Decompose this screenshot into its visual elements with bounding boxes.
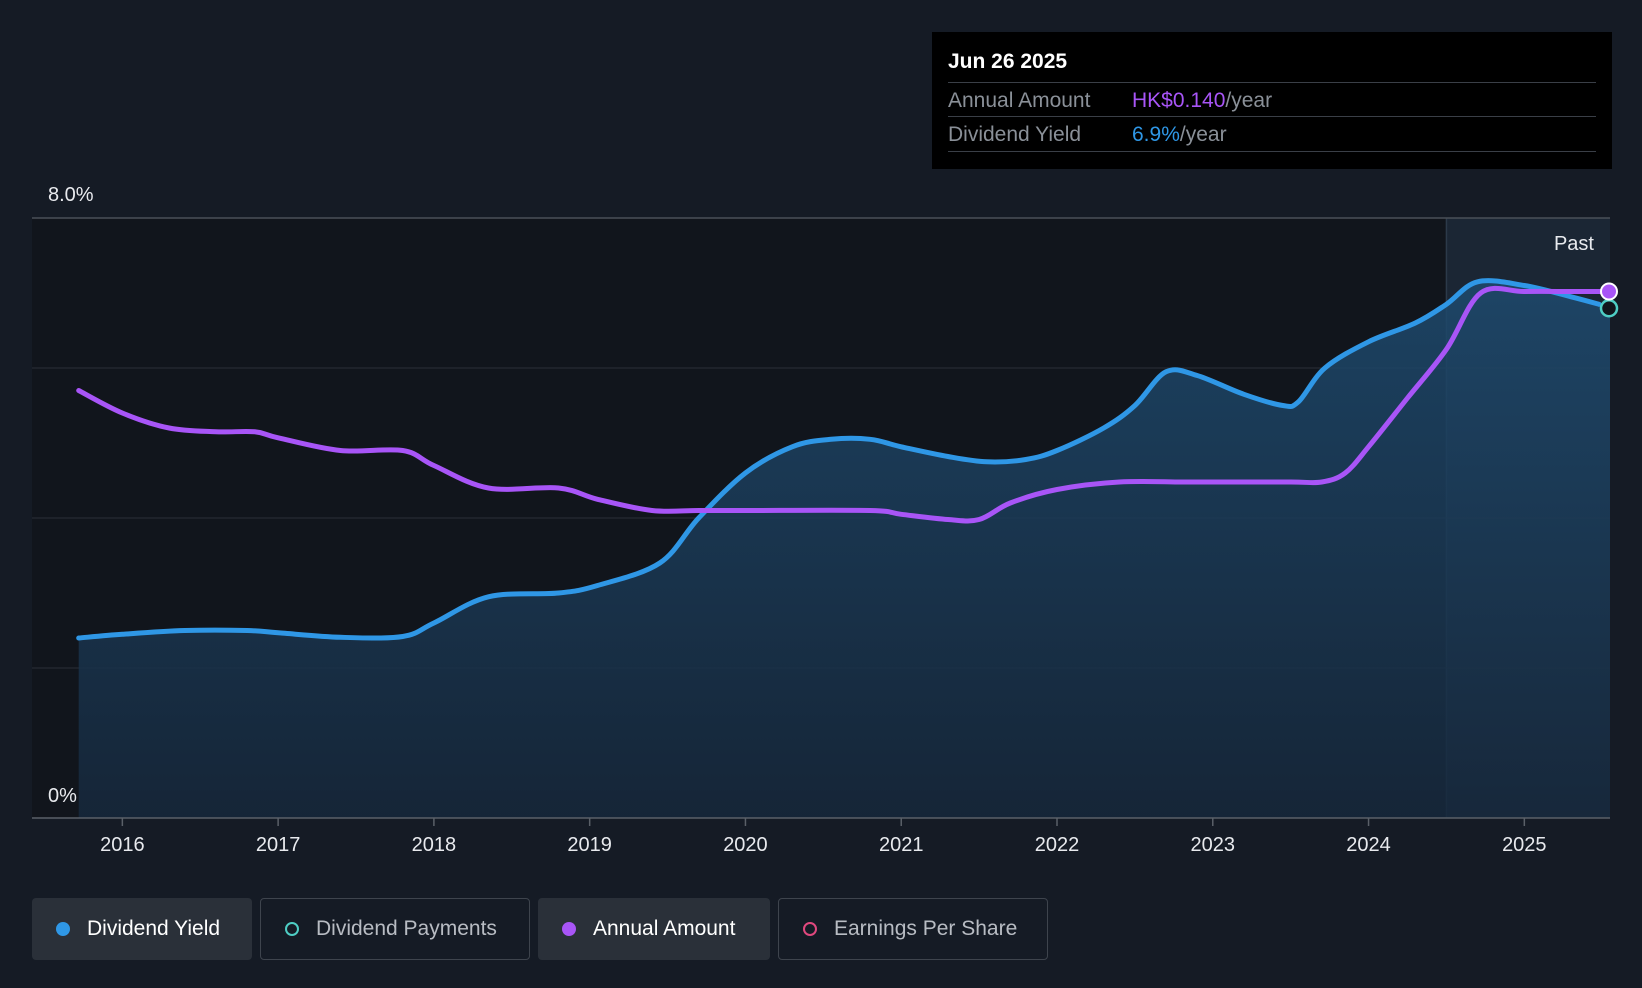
legend-label: Dividend Payments: [316, 917, 497, 940]
tooltip-row-annual-amount: Annual Amount HK$0.140/year: [948, 82, 1596, 117]
legend-dividend-payments[interactable]: Dividend Payments: [260, 898, 530, 960]
x-tick-label: 2024: [1346, 834, 1391, 856]
tooltip: Jun 26 2025 Annual Amount HK$0.140/year …: [932, 32, 1612, 169]
tooltip-date: Jun 26 2025: [948, 50, 1068, 73]
x-tick-label: 2023: [1191, 834, 1236, 856]
annual-amount-dot-icon: [562, 922, 576, 936]
legend-earnings-per-share[interactable]: Earnings Per Share: [778, 898, 1048, 960]
past-label: Past: [1554, 233, 1594, 255]
x-tick-label: 2021: [879, 834, 924, 856]
x-tick-label: 2025: [1502, 834, 1547, 856]
earnings-per-share-ring-icon: [803, 922, 817, 936]
legend-dividend-yield[interactable]: Dividend Yield: [32, 898, 252, 960]
x-tick-label: 2022: [1035, 834, 1080, 856]
tooltip-row-dividend-yield: Dividend Yield 6.9%/year: [948, 116, 1596, 151]
tooltip-label: Dividend Yield: [948, 123, 1082, 146]
y-axis-min-label: 0%: [48, 785, 77, 807]
tooltip-dividend-yield-value: 6.9%: [1132, 123, 1180, 146]
x-tick-label: 2020: [723, 834, 768, 856]
x-tick-label: 2017: [256, 834, 301, 856]
legend-label: Annual Amount: [593, 917, 736, 940]
annual-amount-line: [76, 285, 1613, 524]
x-tick-label: 2016: [100, 834, 145, 856]
tooltip-unit: /year: [1225, 89, 1273, 112]
legend-annual-amount[interactable]: Annual Amount: [538, 898, 770, 960]
annual-amount-end-marker[interactable]: [1600, 282, 1618, 301]
tooltip-annual-amount-value: HK$0.140: [1132, 89, 1226, 112]
dividend-yield-dot-icon: [56, 922, 70, 936]
dividend-payments-ring-icon: [285, 922, 299, 936]
x-tick-label: 2019: [567, 834, 612, 856]
y-axis-max-label: 8.0%: [48, 184, 94, 206]
tooltip-unit: /year: [1179, 123, 1227, 146]
legend-label: Earnings Per Share: [834, 917, 1018, 940]
dividend-yield-line: [76, 278, 1602, 641]
dividend-yield-end-marker[interactable]: [1599, 299, 1619, 318]
tooltip-label: Annual Amount: [948, 89, 1091, 112]
tooltip-divider: [948, 151, 1596, 152]
legend-label: Dividend Yield: [87, 917, 221, 940]
dividend-yield-area: [78, 280, 1611, 819]
x-tick-label: 2018: [412, 834, 457, 856]
